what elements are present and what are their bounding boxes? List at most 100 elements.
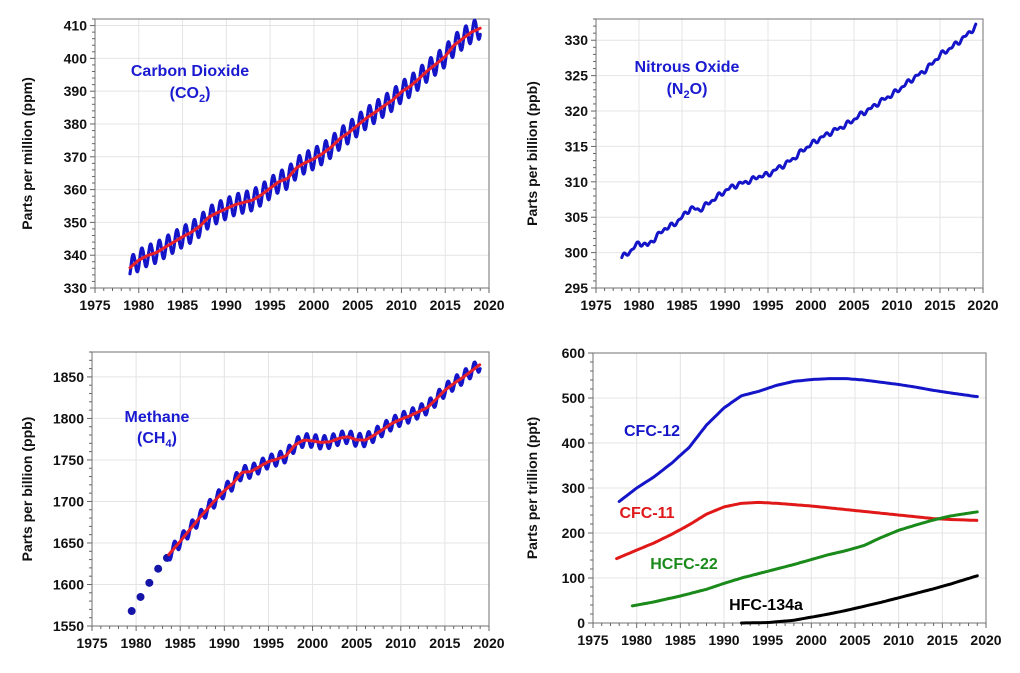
n2o-annotation-name: Nitrous Oxide: [635, 59, 740, 76]
y-tick-label: 390: [64, 83, 88, 99]
co2-formula-base: CO: [175, 85, 199, 102]
cfc-11-line: [615, 500, 979, 561]
x-tick-label: 2020: [967, 297, 998, 313]
y-tick-label: 310: [565, 174, 589, 190]
x-tick-label: 1985: [666, 297, 697, 313]
x-tick-label: 2005: [839, 632, 870, 648]
co2-annotation-name: Carbon Dioxide: [131, 63, 249, 80]
x-tick-label: 2015: [927, 632, 958, 648]
cfc11-label: CFC-11: [619, 505, 674, 522]
y-axis-label: Parts per billion (ppb): [19, 417, 35, 562]
x-tick-label: 2000: [796, 632, 827, 648]
x-tick-label: 1975: [580, 297, 611, 313]
hfc-134a-line: [740, 574, 979, 625]
n2o-panel: 1975 1980 1985 1990 1995 2000 2005 2010 2015 2020…: [524, 18, 999, 313]
y-tick-label: 1750: [53, 452, 84, 468]
y-tick-label: 500: [562, 390, 586, 406]
ch4-formula-sub: 4: [165, 438, 172, 450]
x-tick-label: 2000: [297, 635, 328, 651]
x-tick-label: 1980: [621, 632, 652, 648]
x-tick-label: 1985: [165, 635, 196, 651]
x-tick-label: 2000: [298, 297, 329, 313]
cfc12-label: CFC-12: [624, 423, 680, 440]
y-tick-label: 410: [64, 18, 88, 34]
y-tick-label: 300: [565, 245, 589, 261]
data-point: [127, 607, 136, 616]
y-tick-label: 315: [565, 138, 589, 154]
y-tick-label: 370: [64, 149, 88, 165]
x-tick-label: 2010: [386, 297, 417, 313]
y-tick-label: 600: [562, 345, 586, 361]
x-tick-label: 2015: [924, 297, 955, 313]
hcfc22-label: HCFC-22: [650, 556, 718, 573]
series-0-line: [128, 18, 482, 276]
y-tick-label: 320: [565, 103, 589, 119]
x-tick-label: 1990: [209, 635, 240, 651]
x-tick-label: 1995: [255, 297, 286, 313]
series-0-line: [620, 22, 978, 260]
y-tick-label: 1700: [53, 493, 84, 509]
y-tick-label: 1800: [53, 410, 84, 426]
n2o-formula-tail: O: [690, 81, 702, 98]
y-tick-label: 330: [64, 280, 88, 296]
y-tick-label: 350: [64, 214, 88, 230]
x-tick-label: 1990: [709, 297, 740, 313]
x-tick-label: 2000: [795, 297, 826, 313]
plot-frame: [91, 351, 490, 627]
y-tick-label: 1650: [53, 535, 84, 551]
ch4-annotation-name: Methane: [125, 409, 190, 426]
x-tick-label: 1995: [752, 632, 783, 648]
y-tick-label: 300: [562, 480, 586, 496]
x-tick-label: 1980: [623, 297, 654, 313]
x-tick-label: 2010: [883, 632, 914, 648]
y-axis-label: Parts per trillion (ppt): [524, 417, 540, 559]
y-tick-label: 400: [562, 435, 586, 451]
y-tick-label: 1850: [53, 369, 84, 385]
y-tick-label: 325: [565, 68, 589, 84]
co2-formula-sub: 2: [199, 93, 205, 105]
y-tick-label: 295: [565, 280, 589, 296]
plot-frame: [94, 18, 490, 289]
y-tick-label: 360: [64, 182, 88, 198]
co2-annotation-formula: (CO2): [170, 85, 211, 105]
x-tick-label: 2015: [430, 297, 461, 313]
y-tick-label: 1600: [53, 576, 84, 592]
ch4-panel: 1975 1980 1985 1990 1995 2000 2005 2010 2015 2020…: [19, 351, 505, 651]
hfc134a-label: HFC-134a: [729, 597, 803, 614]
x-tick-label: 2010: [881, 297, 912, 313]
n2o-annotation-formula: (N2O): [667, 81, 708, 101]
x-tick-label: 1990: [708, 632, 739, 648]
x-tick-label: 1975: [577, 632, 608, 648]
n2o-formula-sub: 2: [683, 89, 689, 101]
x-tick-label: 2020: [970, 632, 1001, 648]
co2-panel: 1975 1980 1985 1990 1995 2000 2005 2010 2015 2020…: [19, 18, 505, 313]
y-tick-label: 340: [64, 247, 88, 263]
x-tick-label: 2020: [473, 297, 504, 313]
halocarbon-panel: 1975 1980 1985 1990 1995 2000 2005 2010 2015 2020…: [524, 345, 1002, 648]
y-axis-label: Parts per million (ppm): [19, 77, 35, 229]
x-tick-label: 1980: [121, 635, 152, 651]
y-tick-label: 200: [562, 525, 586, 541]
series-1-line: [128, 26, 482, 270]
x-tick-label: 1995: [253, 635, 284, 651]
x-tick-label: 1985: [167, 297, 198, 313]
n2o-formula-base: N: [672, 81, 684, 98]
y-tick-label: 400: [64, 50, 88, 66]
ch4-annotation-formula: (CH4): [137, 430, 177, 450]
x-tick-label: 2005: [342, 297, 373, 313]
ch4-formula-base: CH: [142, 430, 165, 447]
data-point: [136, 592, 145, 601]
x-tick-label: 1990: [211, 297, 242, 313]
x-tick-label: 2005: [341, 635, 372, 651]
y-tick-label: 330: [565, 32, 589, 48]
y-tick-label: 0: [577, 615, 585, 631]
cfc-12-line: [617, 377, 979, 503]
x-tick-label: 1975: [76, 635, 107, 651]
series-2-line: [167, 363, 482, 557]
y-tick-label: 305: [565, 209, 589, 225]
x-tick-label: 2015: [429, 635, 460, 651]
hcfc-22-line: [630, 510, 979, 608]
x-tick-label: 2005: [838, 297, 869, 313]
y-tick-label: 1550: [53, 618, 84, 634]
